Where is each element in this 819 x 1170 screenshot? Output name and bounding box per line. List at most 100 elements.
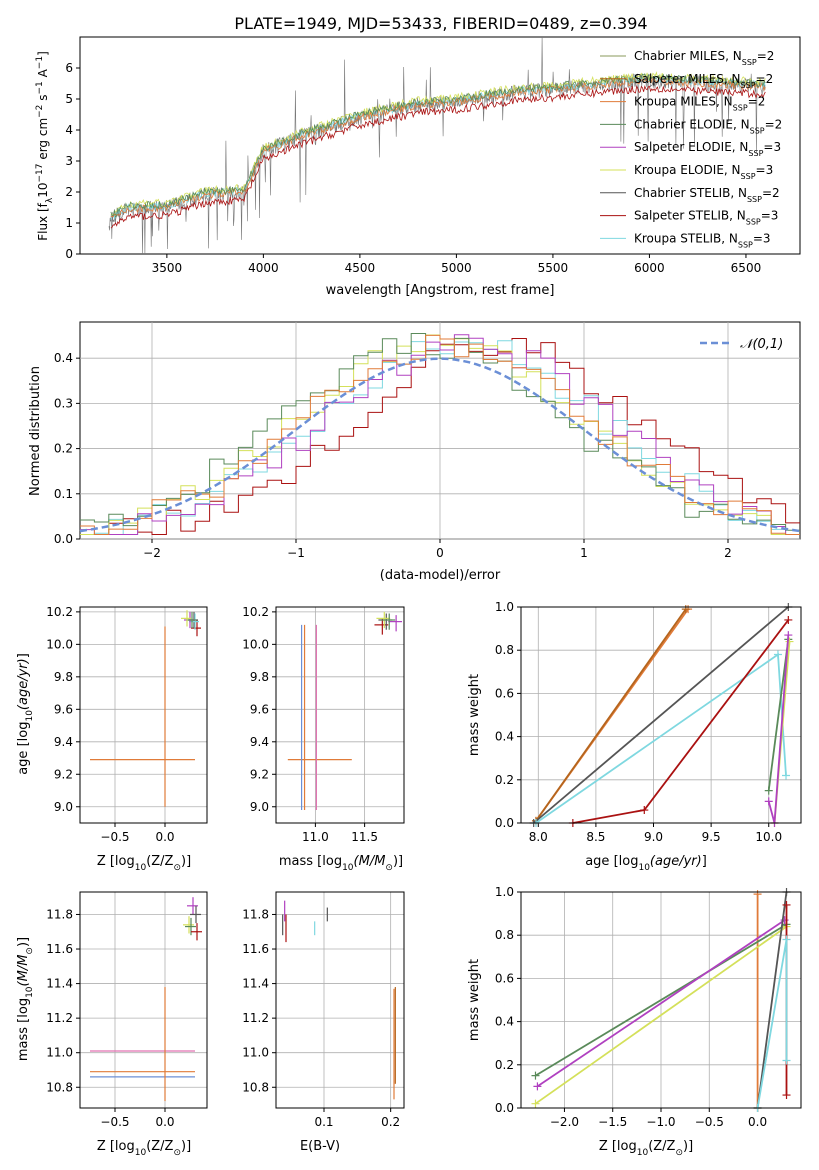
axes-frame bbox=[520, 606, 802, 824]
massweight-vs-z-panel: −2.0 −1.5 −1.0 −0.5 0.0 0.0 0.2 0.4 0.6 0.8 1.0 bbox=[495, 885, 802, 1129]
massweight-age-line bbox=[535, 608, 687, 822]
massweight-age-marker bbox=[773, 650, 782, 659]
y-tick-label: 10.0 bbox=[46, 637, 73, 651]
histogram-panel: −2 −1 0 1 2 0.0 0.1 0.2 0.3 0.4 (data-model)/erro… bbox=[28, 321, 801, 583]
x-tick-label: 0.0 bbox=[155, 1115, 174, 1129]
agez-xlabel: Z [log10(Z/Z⊙)] bbox=[97, 854, 191, 873]
x-tick-label: 8.0 bbox=[529, 830, 548, 844]
y-tick-label: 9.2 bbox=[54, 767, 73, 781]
x-tick-label: 9.0 bbox=[644, 830, 663, 844]
histogram-legend: 𝒩(0,1) bbox=[700, 337, 783, 352]
x-tick-label: −0.5 bbox=[100, 1115, 129, 1129]
axes-frame bbox=[79, 891, 208, 1109]
y-tick-label: 9.0 bbox=[250, 800, 269, 814]
figure-title: PLATE=1949, MJD=53433, FIBERID=0489, z=0… bbox=[234, 14, 647, 33]
massweight-z-marker bbox=[782, 935, 791, 944]
model-spectrum-line bbox=[110, 73, 766, 218]
y-tick-label: 0 bbox=[65, 247, 73, 261]
y-tick-label: 10.2 bbox=[242, 605, 269, 619]
x-tick-label: 0.1 bbox=[314, 1115, 333, 1129]
massz-ylabel: mass [log10(M/M⊙)] bbox=[16, 937, 35, 1061]
y-tick-label: 11.8 bbox=[46, 907, 73, 921]
legend-label: Chabrier STELIB, NSSP=2 bbox=[634, 186, 780, 204]
axes-frame bbox=[520, 891, 802, 1109]
massweight-z-line bbox=[536, 919, 786, 1088]
y-tick-label: 0.1 bbox=[54, 487, 73, 501]
legend-label: Salpeter STELIB, NSSP=3 bbox=[634, 209, 778, 227]
y-tick-label: 10.8 bbox=[242, 1080, 269, 1094]
legend-label: Chabrier MILES, NSSP=2 bbox=[634, 49, 774, 67]
y-tick-label: 5 bbox=[65, 92, 73, 106]
x-tick-label: 0.0 bbox=[155, 830, 174, 844]
y-tick-label: 0.4 bbox=[495, 1015, 514, 1029]
massweight-age-marker bbox=[785, 637, 794, 646]
y-tick-label: 1.0 bbox=[495, 885, 514, 899]
x-tick-label: 10.0 bbox=[755, 830, 782, 844]
y-tick-label: 0.2 bbox=[495, 773, 514, 787]
y-tick-label: 9.6 bbox=[54, 702, 73, 716]
y-tick-label: 11.6 bbox=[46, 942, 73, 956]
x-tick-label: −1 bbox=[287, 546, 305, 560]
normal-curve-line bbox=[79, 357, 801, 533]
y-tick-label: 10.2 bbox=[46, 605, 73, 619]
massweight-age-marker bbox=[764, 797, 773, 806]
axes-frame bbox=[275, 606, 405, 824]
x-tick-label: 0 bbox=[436, 546, 444, 560]
y-tick-label: 0.8 bbox=[495, 643, 514, 657]
normal-legend-label: 𝒩(0,1) bbox=[740, 337, 783, 352]
histogram-step-line bbox=[80, 333, 800, 531]
model-spectrum-line bbox=[110, 84, 766, 229]
x-tick-label: 0.2 bbox=[381, 1115, 400, 1129]
massweight-z-line bbox=[535, 923, 787, 1077]
y-tick-label: 11.0 bbox=[242, 1046, 269, 1060]
legend-label: Chabrier ELODIE, NSSP=2 bbox=[634, 117, 782, 135]
model-spectrum-line bbox=[110, 76, 766, 218]
y-tick-label: 0.2 bbox=[495, 1058, 514, 1072]
x-tick-label: −0.5 bbox=[100, 830, 129, 844]
massweight-age-line bbox=[535, 652, 787, 824]
y-tick-label: 0.3 bbox=[54, 396, 73, 410]
data-spectrum-line bbox=[108, 36, 766, 255]
massweight-z-marker bbox=[782, 900, 791, 909]
y-tick-label: 9.4 bbox=[250, 735, 269, 749]
legend-label: Salpeter ELODIE, NSSP=3 bbox=[634, 140, 781, 158]
x-tick-label: 11.0 bbox=[302, 830, 329, 844]
legend-label: Kroupa MILES, NSSP=2 bbox=[634, 95, 765, 113]
massweight-age-marker bbox=[681, 605, 690, 614]
massz-xlabel: Z [log10(Z/Z⊙)] bbox=[97, 1139, 191, 1158]
y-tick-label: 0.4 bbox=[54, 351, 73, 365]
massweight-z-line bbox=[756, 939, 788, 1109]
histogram-xlabel: (data-model)/error bbox=[380, 568, 501, 583]
massweight-age-marker bbox=[782, 771, 791, 780]
x-tick-label: 5000 bbox=[441, 261, 472, 275]
axes-frame bbox=[79, 606, 208, 824]
y-tick-label: 2 bbox=[65, 185, 73, 199]
y-tick-label: 11.4 bbox=[242, 977, 269, 991]
y-tick-label: 6 bbox=[65, 61, 73, 75]
x-tick-label: −2 bbox=[143, 546, 161, 560]
y-tick-label: 10.0 bbox=[242, 637, 269, 651]
x-tick-label: 5500 bbox=[538, 261, 569, 275]
mass-vs-z-panel: −0.5 0.0 10.8 11.0 11.2 11.4 11.6 11.8 bbox=[46, 891, 208, 1129]
y-tick-label: 9.8 bbox=[250, 670, 269, 684]
spectrum-legend: Chabrier MILES, NSSP=2 Salpeter MILES, NS… bbox=[600, 49, 782, 249]
massweight-z-marker bbox=[533, 1082, 542, 1091]
histogram-ylabel: Normed distribution bbox=[28, 366, 43, 496]
y-tick-label: 11.2 bbox=[242, 1011, 269, 1025]
x-tick-label: 4500 bbox=[345, 261, 376, 275]
spectrum-xlabel: wavelength [Angstrom, rest frame] bbox=[326, 283, 555, 298]
y-tick-label: 10.8 bbox=[46, 1080, 73, 1094]
massweight-z-line bbox=[756, 891, 788, 1109]
age-vs-z-panel: −0.5 0.0 9.0 9.2 9.4 9.6 9.8 10.0 10.2 bbox=[46, 605, 208, 844]
legend-label: Salpeter MILES, NSSP=2 bbox=[634, 72, 773, 90]
massweight-z-marker bbox=[753, 890, 762, 899]
agem-xlabel: mass [log10(M/M⊙)] bbox=[279, 854, 403, 873]
x-tick-label: −0.5 bbox=[695, 1115, 724, 1129]
massweight-z-marker bbox=[531, 1099, 540, 1108]
y-tick-label: 11.2 bbox=[46, 1011, 73, 1025]
x-tick-label: 11.5 bbox=[351, 830, 378, 844]
spectrum-ylabel: Flux [fλ10−17 erg cm−2 s−1 A−1] bbox=[35, 51, 55, 241]
y-tick-label: 0.0 bbox=[495, 1101, 514, 1115]
y-tick-label: 0.8 bbox=[495, 928, 514, 942]
